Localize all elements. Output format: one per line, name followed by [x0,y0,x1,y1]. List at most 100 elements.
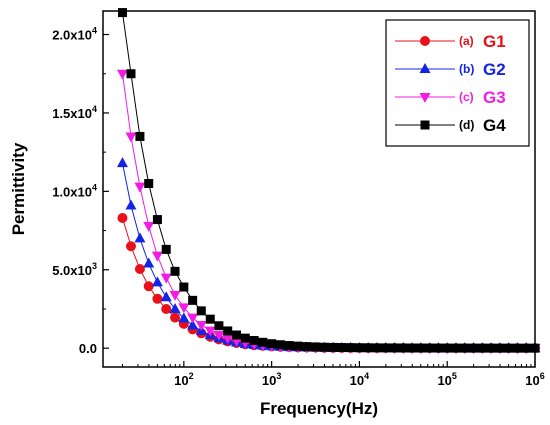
data-point [125,241,136,252]
data-point [126,69,136,79]
data-point [267,339,277,349]
data-point [151,276,163,287]
data-point [258,337,268,347]
legend-entry-g4: (d) G4 [395,116,506,135]
y-tick-label: 1.5x104 [52,104,97,121]
data-point [160,291,172,302]
data-point [416,343,426,353]
data-point [451,343,461,353]
data-point [223,326,233,336]
legend-label: G4 [483,116,506,135]
y-axis-title: Permittivity [9,142,28,235]
data-point [390,343,400,353]
legend-entry-g3: (c) G3 [395,88,506,107]
data-point [319,342,329,352]
legend: (a) G1 (b) G2 (c) G3 (d) G4 [385,19,530,147]
legend-label: G3 [483,88,506,107]
data-point [195,320,207,331]
data-point [125,132,137,143]
data-point [275,340,285,350]
data-point [354,343,364,353]
data-point [161,303,172,314]
data-point [363,343,373,353]
data-point [214,321,224,331]
x-tick-label: 105 [437,371,456,388]
data-point [178,312,190,323]
legend-tag: (b) [459,62,474,76]
legend-tag: (a) [459,34,474,48]
data-point [143,257,155,268]
data-point [170,266,180,276]
legend-label: G2 [483,60,506,79]
data-point [160,273,172,284]
data-point [407,343,417,353]
data-point [143,281,154,292]
data-point [144,179,154,189]
x-tick-label: 103 [262,371,281,388]
data-point [512,343,522,353]
x-tick-label: 102 [174,371,193,388]
data-point [117,213,128,224]
data-point [116,157,128,168]
data-point [337,343,347,353]
legend-marker [420,36,430,46]
x-tick-label: 104 [350,371,369,388]
legend-marker [419,93,431,103]
data-point [477,343,487,353]
y-tick-label: 5.0x103 [52,261,97,278]
data-point [425,343,435,353]
data-point [372,343,382,353]
data-point [205,314,215,324]
data-point [311,342,321,352]
data-point [249,335,259,345]
data-point [328,342,338,352]
data-point [116,69,128,80]
data-point [134,232,146,243]
data-point [213,331,225,342]
legend-box [385,19,530,147]
data-point [152,215,162,225]
data-point [117,8,127,18]
legend-label: G1 [483,32,506,51]
data-point [178,303,190,314]
y-tick-label: 1.0x104 [52,182,97,199]
data-point [302,342,312,352]
data-point [125,199,137,210]
x-tick-label: 106 [525,371,544,388]
data-point [521,343,531,353]
data-point [135,131,145,141]
data-point [232,330,242,340]
legend-tag: (d) [459,118,474,132]
data-point [151,251,163,262]
data-point [161,244,171,254]
data-point [442,343,452,353]
data-point [152,293,163,304]
legend-marker [419,63,431,73]
legend-entry-g2: (b) G2 [395,60,506,79]
data-point [170,312,181,323]
data-point [169,290,181,301]
legend-tag: (c) [459,90,474,104]
data-point [240,333,250,343]
data-point [187,313,199,324]
data-point [495,343,505,353]
y-tick-label: 0.0 [79,341,97,356]
data-point [486,343,496,353]
data-point [504,343,514,353]
data-point [169,302,181,313]
data-point [293,341,303,351]
data-point [143,221,155,232]
legend-entry-g1: (a) G1 [395,32,506,51]
data-point [222,334,234,345]
data-point [433,343,443,353]
data-point [187,319,199,330]
data-point [188,295,198,305]
data-point [381,343,391,353]
axis-ticks: 102 103 104 105 106 0.0 5.0x103 1.0x104 1.5x104 2… [52,26,545,388]
data-point [134,263,145,274]
data-point [346,343,356,353]
plot-area [116,8,541,355]
data-point [204,326,216,337]
plot-frame [102,10,536,368]
